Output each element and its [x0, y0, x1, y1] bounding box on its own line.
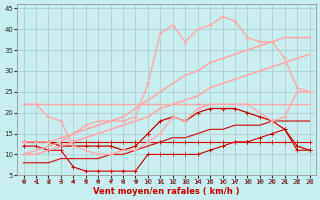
X-axis label: Vent moyen/en rafales ( km/h ): Vent moyen/en rafales ( km/h ) [93, 187, 240, 196]
